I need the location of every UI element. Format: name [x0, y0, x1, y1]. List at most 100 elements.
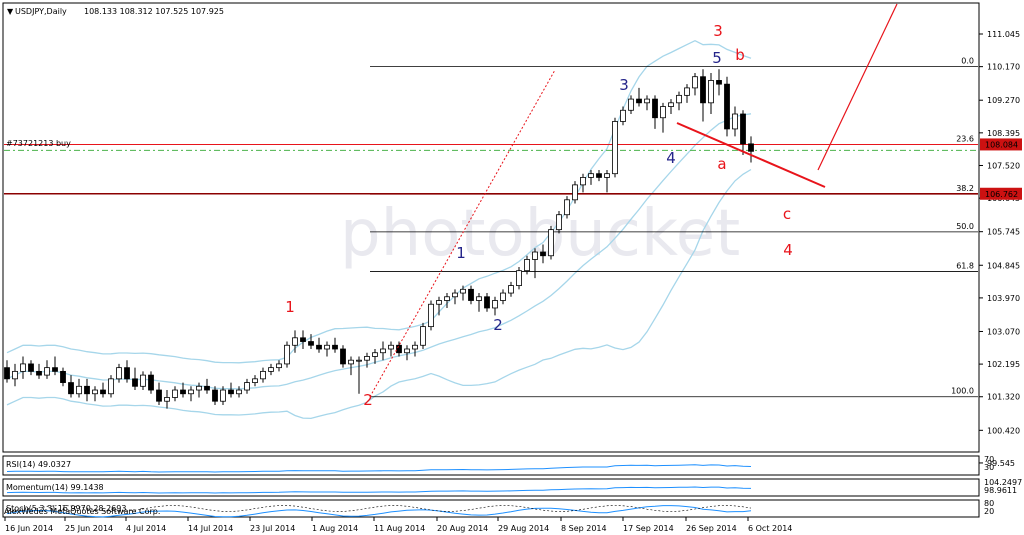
price-tick-label: 111.045 — [987, 30, 1020, 39]
indicator-title: Momentum(14) 99.1438 — [6, 483, 104, 492]
price-badge — [980, 187, 1022, 200]
wave-label-blue: 5 — [712, 49, 722, 67]
fib-level-label: 23.6 — [956, 135, 974, 144]
candle-body — [76, 385, 82, 395]
candle-body — [452, 292, 458, 298]
candle-body — [444, 296, 450, 301]
candle-body — [28, 363, 34, 372]
candle-body — [388, 344, 394, 350]
candle-body — [692, 76, 698, 89]
main-panel-frame — [2, 2, 980, 453]
candle-body — [124, 367, 130, 380]
candlesticks — [4, 69, 754, 409]
candle-body — [116, 367, 122, 380]
fib-level-label: 0.0 — [961, 57, 974, 66]
candle-body — [12, 370, 18, 380]
candle-body — [180, 389, 186, 395]
candle-body — [372, 352, 378, 357]
time-tick-label: 17 Sep 2014 — [623, 524, 674, 533]
candle-body — [412, 344, 418, 350]
wave-label-blue: 4 — [666, 149, 676, 167]
candle-body — [484, 296, 490, 309]
candle-body — [188, 389, 194, 395]
candle-body — [340, 348, 346, 365]
candle-body — [420, 326, 426, 346]
rsi-panel-frame — [2, 455, 980, 476]
indicator-scale-label: 20 — [984, 507, 994, 516]
ohlc-values: 108.133 108.312 107.525 107.925 — [84, 7, 224, 16]
candle-body — [628, 98, 634, 111]
candle-body — [404, 348, 410, 354]
stoch-panel-frame — [2, 499, 980, 518]
candle-body — [740, 113, 746, 145]
price-tick-label: 101.320 — [987, 393, 1020, 402]
candle-body — [620, 109, 626, 122]
time-tick-label: 29 Aug 2014 — [498, 524, 549, 533]
indicator-scale-label: 30 — [984, 463, 994, 472]
indicator-scale-label: 104.2497 — [984, 478, 1022, 487]
candle-body — [324, 344, 330, 350]
wave-label-blue: 1 — [456, 244, 466, 262]
wave-label-red: 1 — [285, 298, 295, 316]
time-tick-label: 23 Jul 2014 — [250, 524, 295, 533]
candle-body — [636, 98, 642, 104]
candle-body — [348, 359, 354, 365]
candle-body — [100, 389, 106, 395]
time-tick-label: 26 Sep 2014 — [686, 524, 737, 533]
candle-body — [668, 102, 674, 107]
price-tick-label: 102.195 — [987, 360, 1020, 369]
candle-body — [364, 356, 370, 361]
candle-body — [660, 106, 666, 119]
candle-body — [460, 288, 466, 294]
candle-body — [612, 121, 618, 175]
candle-body — [220, 389, 226, 402]
wave-label-red: c — [783, 205, 791, 223]
candle-body — [92, 389, 98, 395]
candle-body — [148, 374, 154, 391]
wedge-trend-line — [676, 122, 826, 188]
candle-body — [652, 98, 658, 119]
candle-body — [268, 367, 274, 372]
annotations: 1 2 3 4 a b c 1 2 3 4 5 — [285, 3, 898, 409]
indicator-scale-label: 98.9611 — [984, 486, 1017, 495]
dotted-trend-line — [369, 69, 556, 397]
fib-level-label: 38.2 — [956, 184, 974, 193]
candle-body — [684, 87, 690, 96]
candle-body — [516, 270, 522, 286]
candle-body — [308, 341, 314, 346]
indicator-title: RSI(14) 49.0327 — [6, 460, 71, 469]
candle-body — [428, 303, 434, 328]
watermark-text: photobucket — [340, 197, 740, 271]
candle-body — [52, 367, 58, 372]
time-tick-label: 8 Sep 2014 — [561, 524, 607, 533]
candle-body — [604, 173, 610, 178]
indicator-scale-label: 70 — [984, 455, 994, 464]
candle-body — [572, 184, 578, 201]
candle-body — [676, 94, 682, 104]
candle-body — [548, 229, 554, 257]
candle-body — [556, 214, 562, 231]
price-tick-label: 103.070 — [987, 327, 1020, 336]
time-tick-label: 11 Aug 2014 — [374, 524, 425, 533]
indicator-signal-line — [6, 505, 752, 512]
candle-body — [716, 80, 722, 85]
candle-body — [228, 389, 234, 395]
time-tick-label: 20 Aug 2014 — [437, 524, 488, 533]
bollinger-middle-line — [6, 113, 752, 390]
candle-body — [588, 173, 594, 178]
wave-label-blue: 2 — [493, 316, 503, 334]
price-tick-label: 100.420 — [987, 426, 1020, 435]
candle-body — [644, 98, 650, 104]
price-badge-label: 106.762 — [985, 190, 1018, 199]
price-tick-label: 110.170 — [987, 63, 1020, 72]
price-tick-label: 108.395 — [987, 129, 1020, 138]
candle-body — [68, 382, 74, 395]
price-tick-label: 104.845 — [987, 261, 1020, 270]
wave-label-red: a — [717, 155, 726, 173]
price-tick-label: 109.270 — [987, 96, 1020, 105]
candle-body — [748, 143, 754, 152]
candle-body — [196, 385, 202, 391]
price-tick-label: 107.520 — [987, 161, 1020, 170]
